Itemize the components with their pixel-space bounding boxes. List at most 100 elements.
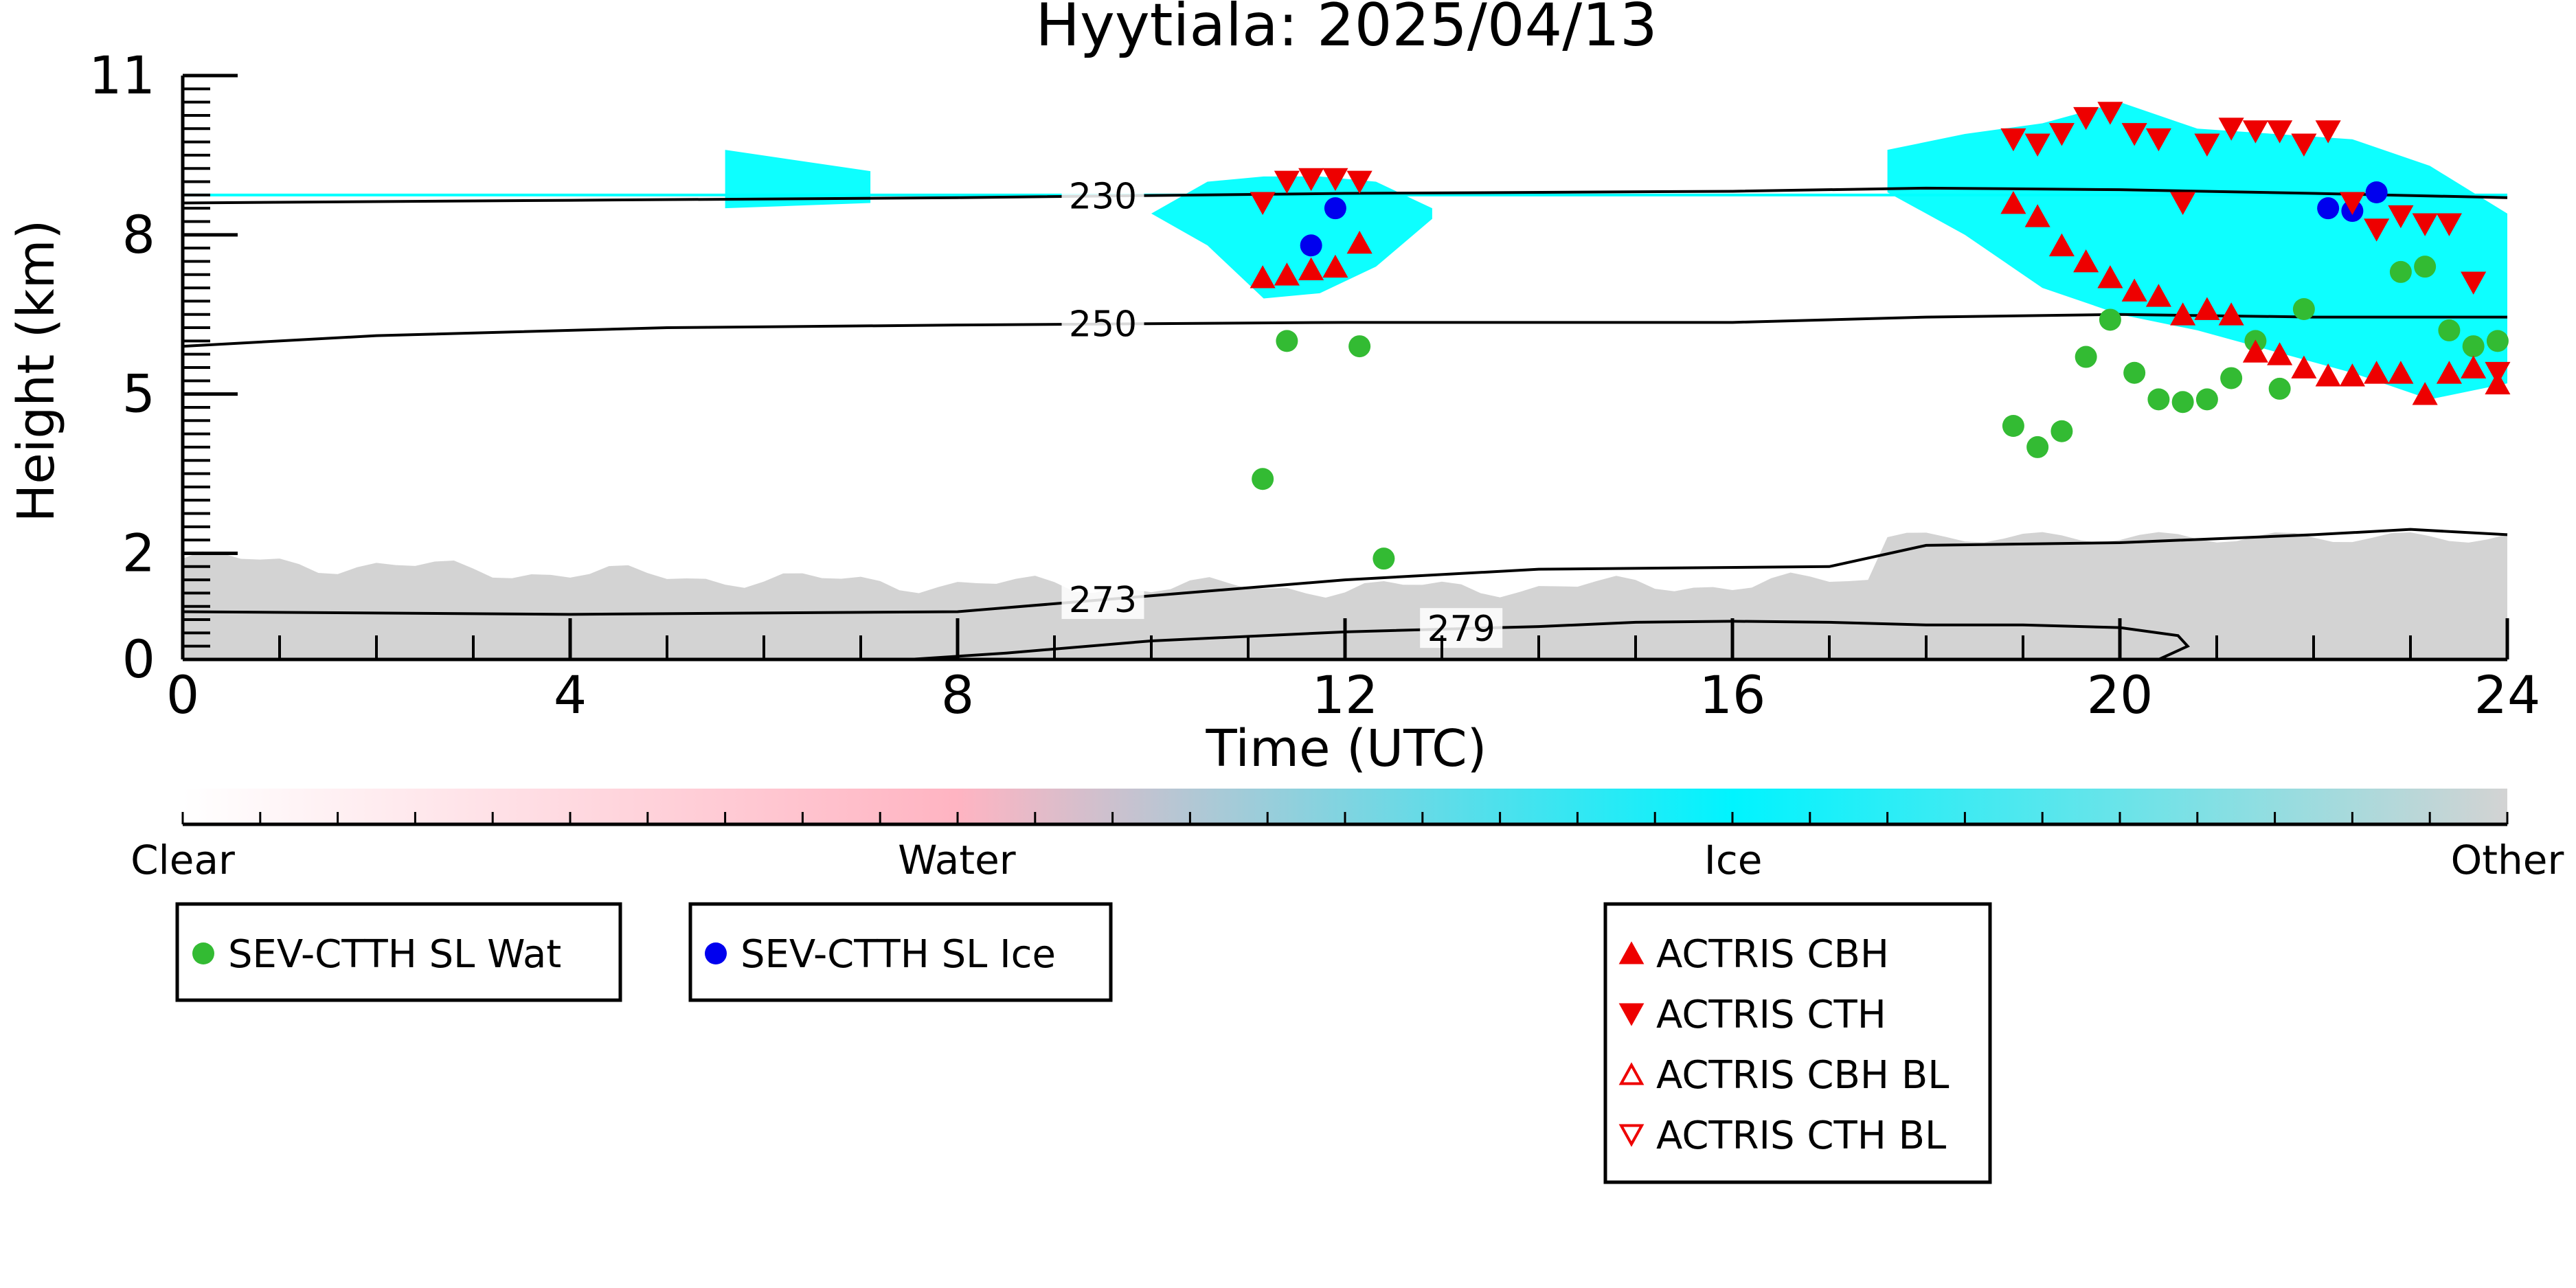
y-tick-label: 5 <box>122 363 155 425</box>
x-tick-label: 16 <box>1699 664 1766 725</box>
x-tick-label: 24 <box>2474 664 2541 725</box>
colorbar-label: Water <box>898 837 1016 883</box>
data-point <box>2220 367 2243 389</box>
data-point <box>2194 297 2220 320</box>
data-point <box>1250 265 1276 289</box>
data-point <box>2291 133 2317 157</box>
data-point <box>1274 262 1300 286</box>
data-point <box>1250 192 1276 215</box>
legend-label: SEV-CTTH SL Wat <box>228 932 561 977</box>
data-point <box>1346 170 1372 194</box>
colorbar-label: Clear <box>131 837 235 883</box>
y-axis-label: Height (km) <box>7 220 66 523</box>
y-tick-label: 8 <box>122 204 155 265</box>
chart-title: Hyytiala: 2025/04/13 <box>1035 0 1657 60</box>
data-point <box>2171 391 2194 414</box>
data-point <box>2121 278 2147 302</box>
data-point <box>2050 420 2073 442</box>
data-point <box>1298 257 1324 280</box>
legend-box-ice <box>688 902 1113 1002</box>
data-point <box>2195 388 2218 411</box>
data-point <box>2218 302 2244 326</box>
contour-label-bg <box>1420 608 1503 648</box>
data-point <box>2024 133 2050 157</box>
data-point <box>2438 319 2461 341</box>
data-point <box>2412 213 2438 236</box>
data-point <box>2002 415 2024 437</box>
x-axis-label: Time (UTC) <box>1205 719 1487 778</box>
data-point <box>2075 346 2097 368</box>
legend-label: ACTRIS CTH BL <box>1656 1114 1946 1158</box>
data-point <box>2292 298 2315 320</box>
legend-box-wat <box>175 902 622 1002</box>
data-point <box>2267 120 2293 144</box>
data-point <box>2414 256 2437 278</box>
legend-marker <box>1618 1124 1645 1147</box>
data-point <box>1322 254 1348 278</box>
ice-cloud-region <box>1151 176 1432 299</box>
legend-marker <box>1618 941 1645 964</box>
data-point <box>2097 102 2123 125</box>
data-point <box>2486 330 2509 352</box>
data-point <box>2364 361 2390 384</box>
y-tick-label: 11 <box>89 45 155 106</box>
data-point <box>1274 170 1300 194</box>
data-point <box>2097 265 2123 289</box>
data-point <box>2412 382 2438 405</box>
data-point <box>1252 468 1274 490</box>
legend-label: ACTRIS CTH <box>1656 993 1886 1037</box>
data-point <box>2461 355 2487 379</box>
data-point <box>2026 436 2049 458</box>
legend-marker <box>705 942 727 964</box>
data-point <box>1298 168 1324 192</box>
plot-area: 230 250 273 279 0 2 5 8 11 0 4 8 12 16 20 24 <box>89 45 2540 725</box>
contour-label-bg <box>1061 579 1144 620</box>
data-point <box>1322 168 1348 192</box>
contour-label: 230 <box>1069 176 1137 217</box>
ice-cloud-region <box>1887 102 2507 400</box>
data-point <box>2123 361 2146 384</box>
legend-area: SEV-CTTH SL Wat SEV-CTTH SL Ice ACTRIS CBH… <box>175 902 1992 1184</box>
data-point <box>2339 363 2365 387</box>
legend-label: ACTRIS CBH BL <box>1656 1053 1949 1098</box>
data-point <box>2048 123 2075 146</box>
data-point <box>1346 230 1372 254</box>
data-point <box>2218 117 2244 141</box>
data-point <box>1324 197 1346 220</box>
data-point <box>2000 128 2026 152</box>
data-point <box>1276 330 1298 352</box>
x-tick-label: 20 <box>2087 664 2154 725</box>
data-point <box>2291 355 2317 379</box>
contour-label: 250 <box>1069 304 1137 346</box>
data-point <box>2048 233 2075 257</box>
data-point <box>2365 181 2388 203</box>
data-point <box>2388 205 2414 229</box>
series-sev-ctth-sl-wat <box>1252 256 2509 570</box>
data-point <box>1372 547 1395 570</box>
legend-box-actris <box>1603 902 1992 1184</box>
data-point <box>2145 284 2171 307</box>
data-point <box>2485 361 2511 385</box>
x-tick-label: 0 <box>166 664 199 725</box>
data-point <box>2099 308 2121 331</box>
legend-marker <box>1618 1062 1645 1085</box>
data-point <box>1348 335 1371 358</box>
contour-label: 279 <box>1427 609 1495 650</box>
data-point <box>2170 192 2196 215</box>
contour-273 <box>182 528 2508 616</box>
data-point <box>2145 128 2171 152</box>
data-point <box>2170 302 2196 326</box>
data-point <box>2339 192 2365 215</box>
x-tick-label: 12 <box>1312 664 1379 725</box>
colorbar-label: Other <box>2451 837 2564 883</box>
data-point <box>2436 213 2462 236</box>
legend-marker <box>192 942 214 964</box>
series-sev-ctth-sl-ice <box>1300 181 2388 257</box>
contour-279 <box>909 620 2191 661</box>
data-point <box>2388 361 2414 384</box>
legend-label: SEV-CTTH SL Ice <box>741 932 1056 977</box>
data-point <box>2147 388 2170 411</box>
y-tick-label: 2 <box>122 522 155 583</box>
series-actris-cbh <box>1250 190 2511 405</box>
